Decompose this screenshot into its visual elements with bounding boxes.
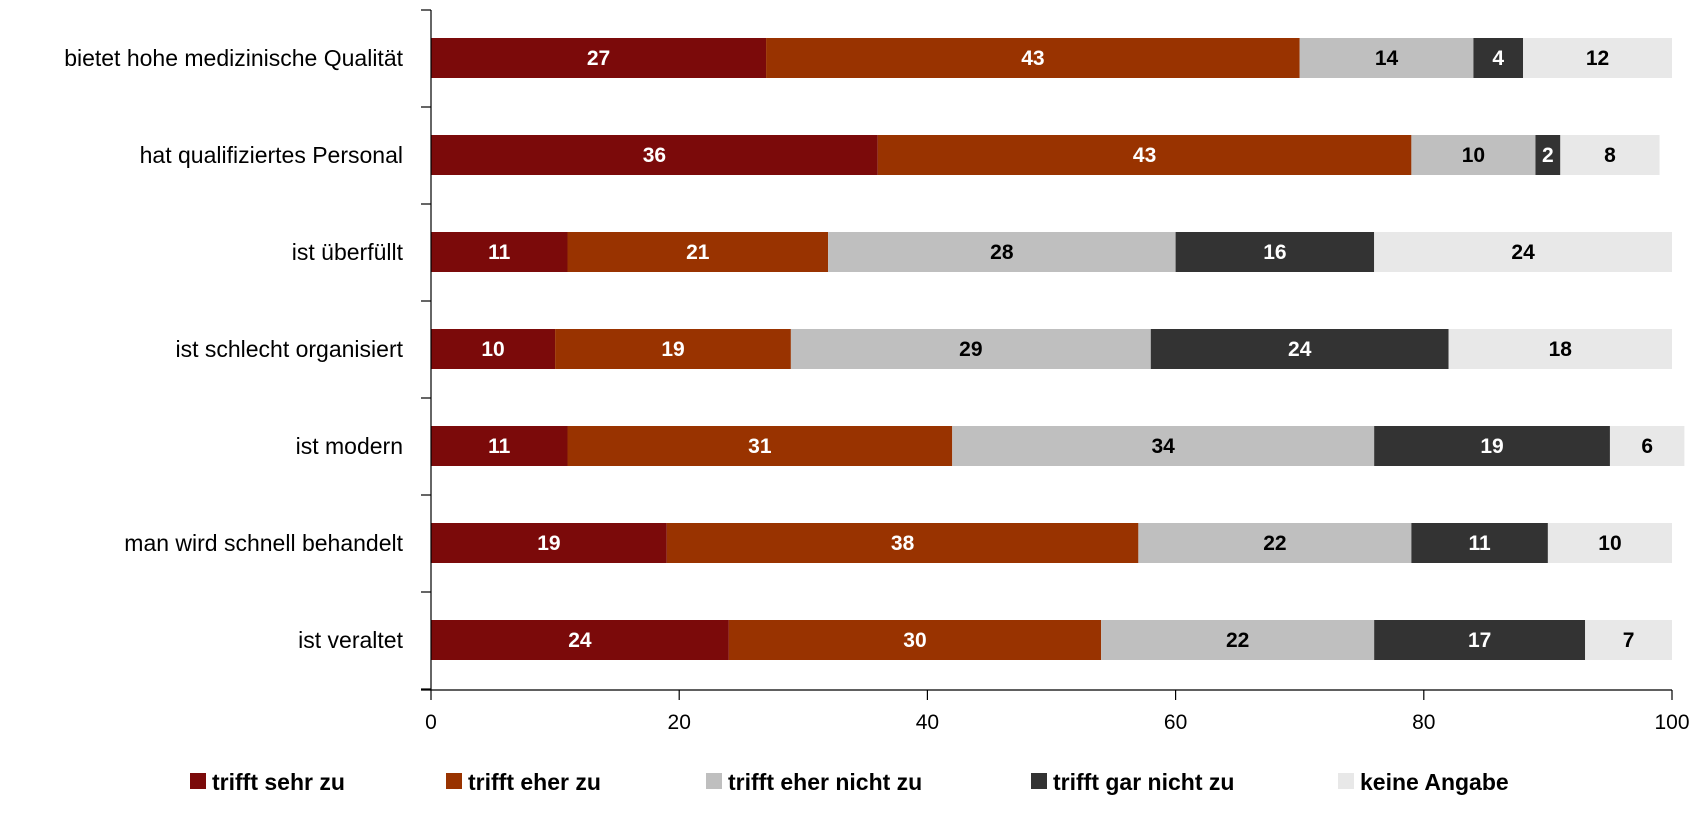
data-label: 22 bbox=[1226, 629, 1249, 652]
data-label: 29 bbox=[959, 338, 982, 361]
data-label: 10 bbox=[1598, 532, 1621, 555]
data-label: 4 bbox=[1492, 47, 1504, 70]
data-label: 19 bbox=[661, 338, 684, 361]
category-label: ist veraltet bbox=[298, 627, 403, 653]
x-tick-label: 80 bbox=[1412, 711, 1435, 734]
data-label: 10 bbox=[1462, 144, 1485, 167]
data-label: 6 bbox=[1641, 435, 1653, 458]
data-label: 43 bbox=[1133, 144, 1156, 167]
data-label: 30 bbox=[903, 629, 926, 652]
legend-swatch bbox=[706, 773, 722, 789]
bar-segment bbox=[666, 523, 1139, 563]
bar-segment bbox=[431, 620, 729, 660]
bar-segment bbox=[1138, 523, 1412, 563]
data-label: 17 bbox=[1468, 629, 1491, 652]
legend-label: trifft sehr zu bbox=[212, 769, 345, 795]
data-label: 16 bbox=[1263, 241, 1286, 264]
bar-segment bbox=[431, 38, 767, 78]
bar-segment bbox=[1535, 135, 1561, 175]
data-label: 2 bbox=[1542, 144, 1554, 167]
bar-segment bbox=[1411, 135, 1536, 175]
bar-segment bbox=[431, 232, 568, 272]
data-label: 27 bbox=[587, 47, 610, 70]
bar-segment bbox=[790, 329, 1151, 369]
bar-segment bbox=[728, 620, 1102, 660]
bar-segment bbox=[1374, 232, 1672, 272]
data-label: 11 bbox=[1469, 532, 1492, 555]
legend-label: trifft eher nicht zu bbox=[728, 769, 922, 795]
data-label: 11 bbox=[488, 241, 511, 264]
legend-swatch bbox=[1031, 773, 1047, 789]
data-label: 24 bbox=[568, 629, 592, 652]
data-label: 34 bbox=[1152, 435, 1176, 458]
category-label: ist schlecht organisiert bbox=[175, 336, 403, 362]
data-label: 8 bbox=[1604, 144, 1616, 167]
data-label: 19 bbox=[537, 532, 560, 555]
bar-segment bbox=[567, 426, 953, 466]
x-tick-label: 100 bbox=[1654, 711, 1689, 734]
data-label: 28 bbox=[990, 241, 1014, 264]
legend-swatch bbox=[446, 773, 462, 789]
bar-segment bbox=[1411, 523, 1548, 563]
legend-label: keine Angabe bbox=[1360, 769, 1509, 795]
legend-swatch bbox=[190, 773, 206, 789]
data-label: 12 bbox=[1586, 47, 1609, 70]
data-label: 14 bbox=[1375, 47, 1399, 70]
bar-segment bbox=[766, 38, 1300, 78]
data-label: 24 bbox=[1288, 338, 1312, 361]
data-label: 38 bbox=[891, 532, 915, 555]
bar-segment bbox=[431, 523, 667, 563]
bar-segment bbox=[1547, 523, 1672, 563]
bar-segment bbox=[1150, 329, 1449, 369]
legend-label: trifft gar nicht zu bbox=[1053, 769, 1234, 795]
bar-segment bbox=[1374, 620, 1586, 660]
x-tick-label: 20 bbox=[668, 711, 691, 734]
x-tick-label: 60 bbox=[1164, 711, 1187, 734]
data-label: 24 bbox=[1511, 241, 1535, 264]
bar-segment bbox=[431, 135, 878, 175]
category-label: ist überfüllt bbox=[292, 239, 404, 265]
bar-segment bbox=[431, 426, 568, 466]
bar-segment bbox=[877, 135, 1412, 175]
legend-label: trifft eher zu bbox=[468, 769, 601, 795]
x-tick-label: 0 bbox=[425, 711, 437, 734]
bar-segment bbox=[1175, 232, 1375, 272]
bar-segment bbox=[1299, 38, 1474, 78]
data-label: 11 bbox=[488, 435, 511, 458]
bar-segment bbox=[828, 232, 1176, 272]
bar-segment bbox=[555, 329, 791, 369]
bar-segment bbox=[1101, 620, 1375, 660]
x-tick-label: 40 bbox=[916, 711, 939, 734]
data-label: 10 bbox=[481, 338, 504, 361]
data-label: 22 bbox=[1263, 532, 1286, 555]
bar-segment bbox=[1560, 135, 1660, 175]
data-label: 18 bbox=[1549, 338, 1573, 361]
category-label: hat qualifiziertes Personal bbox=[140, 142, 403, 168]
bar-segment bbox=[1448, 329, 1672, 369]
bar-segment bbox=[952, 426, 1375, 466]
category-label: ist modern bbox=[296, 433, 403, 459]
data-label: 21 bbox=[686, 241, 710, 264]
legend-swatch bbox=[1338, 773, 1354, 789]
bar-segment bbox=[1585, 620, 1672, 660]
data-label: 43 bbox=[1021, 47, 1044, 70]
bar-segment bbox=[567, 232, 829, 272]
data-label: 19 bbox=[1480, 435, 1503, 458]
category-label: man wird schnell behandelt bbox=[124, 530, 403, 556]
bar-segment bbox=[431, 329, 556, 369]
bar-segment bbox=[1609, 426, 1685, 466]
data-label: 31 bbox=[748, 435, 772, 458]
data-label: 7 bbox=[1623, 629, 1635, 652]
category-label: bietet hohe medizinische Qualität bbox=[64, 45, 403, 71]
bar-segment bbox=[1374, 426, 1610, 466]
bar-segment bbox=[1473, 38, 1524, 78]
data-label: 36 bbox=[643, 144, 666, 167]
bar-segment bbox=[1523, 38, 1672, 78]
